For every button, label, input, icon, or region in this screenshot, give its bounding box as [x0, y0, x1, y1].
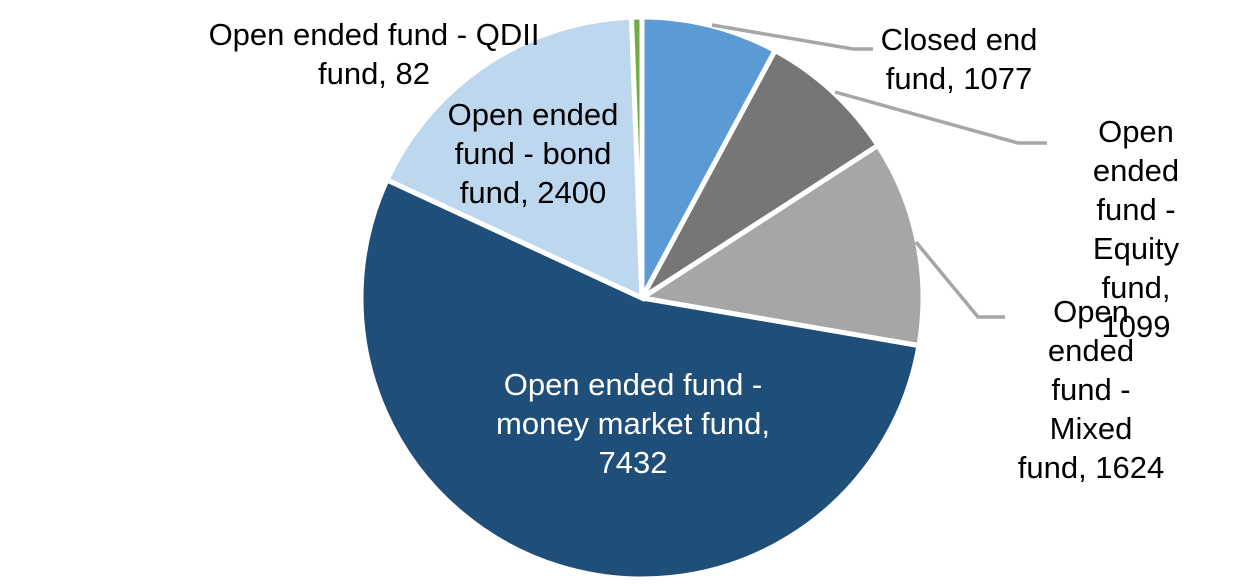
- data-label-0: Closed end fund, 1077: [880, 22, 1038, 96]
- data-label-2: Open ended fund - Mixed fund, 1624: [1017, 294, 1165, 485]
- pie-slice-4: [383, 14, 645, 302]
- data-label-3: Open ended fund - money market fund, 743…: [496, 367, 770, 480]
- leader-line-1: [834, 90, 1047, 145]
- pie-slice-3: [358, 176, 922, 582]
- data-label-1: Open ended fund - Equity fund, 1099: [1092, 114, 1180, 344]
- data-label-5: Open ended fund - QDII fund, 82: [208, 17, 540, 91]
- data-label-4: Open ended fund - bond fund, 2400: [447, 97, 619, 210]
- pie-slice-5: [628, 14, 645, 299]
- leader-line-0: [711, 23, 873, 51]
- leader-line-2: [914, 240, 1005, 319]
- pie-slice-0: [639, 14, 779, 300]
- pie-slice-1: [639, 47, 882, 301]
